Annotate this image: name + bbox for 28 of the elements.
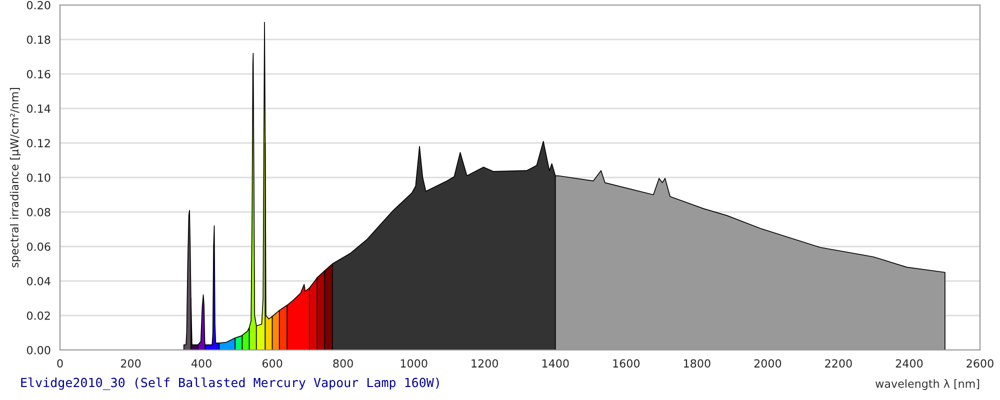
x-tick-label: 1400: [542, 359, 569, 368]
x-tick-label: 2200: [825, 359, 852, 368]
y-tick-label: 0.10: [26, 173, 50, 182]
y-tick-label: 0.02: [26, 311, 50, 320]
x-tick-label: 200: [120, 359, 141, 368]
x-tick-label: 1200: [472, 359, 498, 368]
x-tick-label: 1000: [400, 359, 428, 368]
x-tick-label: 0: [57, 359, 63, 368]
x-tick-label: 400: [191, 359, 212, 368]
x-tick-label: 2600: [966, 359, 994, 368]
y-tick-label: 0.12: [26, 138, 50, 148]
y-axis-title: spectral irradiance [µW/cm²/nm]: [10, 88, 21, 268]
x-tick-label: 1600: [613, 359, 640, 368]
x-tick-label: 2000: [754, 359, 782, 368]
y-tick-label: 0.08: [26, 208, 50, 216]
x-tick-label: 2400: [896, 359, 923, 368]
y-tick-label: 0.00: [26, 346, 50, 354]
y-tick-label: 0.14: [26, 104, 50, 113]
y-tick-label: 0.20: [26, 0, 50, 10]
x-tick-label: 600: [262, 359, 282, 368]
y-tick-label: 0.16: [26, 70, 50, 78]
x-tick-label: 800: [333, 359, 353, 368]
text: Elvidge2010_30 (Self Ballasted Mercury Vapour Lamp 160W): [21, 377, 439, 390]
y-tick-label: 0.04: [26, 276, 50, 286]
x-tick-label: 1800: [684, 359, 710, 368]
y-tick-label: 0.06: [26, 242, 50, 251]
x-axis-title: wavelength λ [nm]: [876, 379, 980, 390]
y-tick-label: 0.18: [26, 35, 50, 44]
